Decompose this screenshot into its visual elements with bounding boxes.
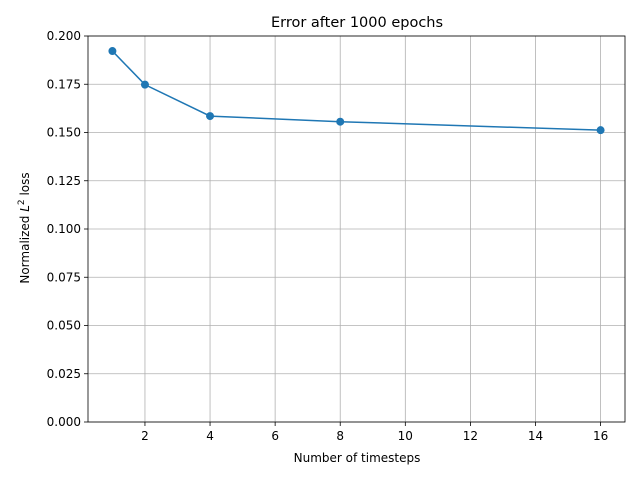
- x-tick-label: 4: [206, 429, 214, 443]
- x-tick-label: 12: [463, 429, 478, 443]
- grid: [88, 35, 625, 423]
- x-tick-label: 10: [398, 429, 413, 443]
- y-axis-label-superscript: 2: [17, 199, 27, 205]
- series-line: [111, 50, 601, 131]
- y-tick-label: 0.050: [47, 319, 81, 333]
- y-axis-label-suffix: loss: [18, 172, 32, 199]
- y-axis-label-symbol: L: [18, 205, 32, 212]
- chart-title: Error after 1000 epochs: [271, 15, 443, 31]
- series-layer: [108, 47, 605, 135]
- x-tick-label: 16: [593, 429, 608, 443]
- data-point: [596, 126, 605, 135]
- y-tick-label: 0.150: [47, 126, 81, 140]
- y-tick-label: 0.175: [47, 77, 81, 91]
- ticks: 2 4 6 8 10 12 14 16 0.000 0.025 0.050 0.075 0.100 0.1…: [47, 29, 609, 443]
- y-tick-label: 0.025: [47, 367, 81, 381]
- x-tick-label: 6: [271, 429, 279, 443]
- y-tick-label: 0.000: [47, 415, 81, 429]
- x-tick-label: 8: [336, 429, 344, 443]
- y-tick-label: 0.200: [47, 29, 81, 43]
- y-tick-label: 0.100: [47, 222, 81, 236]
- data-point: [108, 47, 117, 56]
- y-tick-label: 0.125: [47, 174, 81, 188]
- data-point: [206, 112, 215, 121]
- x-axis-label: Number of timesteps: [294, 451, 421, 465]
- y-axis-label-prefix: Normalized: [18, 212, 32, 284]
- data-point: [336, 117, 345, 126]
- x-tick-label: 2: [141, 429, 149, 443]
- y-axis-label: Normalized L2 loss: [17, 172, 32, 283]
- x-tick-label: 14: [528, 429, 543, 443]
- y-tick-label: 0.075: [47, 270, 81, 284]
- data-point: [140, 80, 149, 89]
